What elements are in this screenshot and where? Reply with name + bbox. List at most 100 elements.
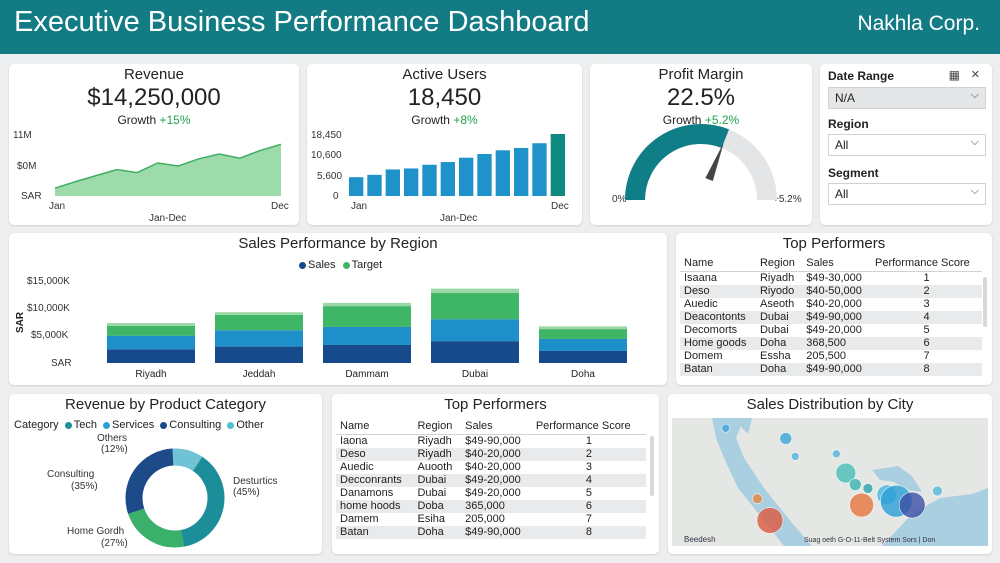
cell-name: Isaana	[684, 272, 718, 284]
active-users-bar	[514, 147, 529, 196]
table-row[interactable]: Decconrants Dubai $49-20,000 4	[336, 474, 646, 487]
chevron-down-icon: ⌵	[970, 185, 979, 197]
revenue-title: Revenue	[123, 66, 185, 83]
table-row[interactable]: Domem Essha 205,500 7	[680, 350, 982, 363]
col-name[interactable]: Name	[680, 255, 756, 272]
region-bar-segment	[539, 338, 627, 351]
col-region[interactable]: Region	[413, 418, 462, 435]
top-performers-title-2: Top Performers	[444, 396, 547, 413]
revenue-ytick-bottom: SAR	[21, 191, 42, 202]
city-bubble[interactable]	[752, 493, 763, 504]
cell-name: Damem	[340, 513, 379, 525]
scrollbar[interactable]	[650, 436, 654, 496]
region-bar-segment	[431, 288, 519, 294]
cell-sales: $49-20,000	[806, 324, 862, 336]
city-bubble[interactable]	[849, 492, 874, 518]
city-bubble[interactable]	[721, 423, 731, 433]
product-category-donut: Others (12%) Consulting (35%) Home Gordh…	[47, 433, 277, 549]
col-name[interactable]: Name	[336, 418, 414, 435]
cell-region: Dubai	[413, 474, 462, 487]
clear-filters-icon[interactable]: ✕	[970, 69, 980, 81]
cell-name: Home goods	[680, 337, 756, 350]
col-region[interactable]: Region	[755, 255, 803, 272]
region-select[interactable]: All ⌵	[828, 134, 986, 156]
table-row[interactable]: Deso Riyodo $40-50,000 2	[680, 285, 982, 298]
cell-score: 5	[923, 324, 930, 336]
col-sales[interactable]: Sales	[461, 418, 532, 435]
table-row[interactable]: Iaona Riyadh $49-90,000 1	[336, 435, 646, 449]
table-row[interactable]: Danamons Dubai $49-20,000 5	[336, 487, 646, 500]
cell-score: 2	[871, 285, 982, 298]
segment-select[interactable]: All ⌵	[828, 183, 986, 205]
cell-name: Auedic	[684, 298, 718, 310]
legend-target: Target	[351, 259, 383, 271]
revenue-card: Revenue $14,250,000 Growth +15% 11M $0M …	[9, 64, 299, 225]
table-row[interactable]: Auedic Auooth $40-20,000 3	[336, 461, 646, 474]
table-row[interactable]: Deacontonts Dubai $49-90,000 4	[680, 311, 982, 324]
city-bubble[interactable]	[790, 452, 800, 461]
city-bubble[interactable]	[848, 478, 862, 491]
sales-region-title: Sales Performance by Region	[238, 235, 438, 252]
sales-region-stacked-bars: SAR $15,000K $10,000K $5,000K SAR Riyadh…	[15, 276, 627, 380]
cell-region: Auooth	[417, 461, 453, 473]
active-users-bar	[404, 168, 419, 196]
table-row[interactable]: Deso Riyadh $40-20,000 2	[336, 448, 646, 461]
table-row[interactable]: Batan Doha $49-90,000 8	[336, 526, 646, 539]
legend-target-dot	[342, 261, 350, 269]
cell-score: 7	[923, 350, 930, 362]
city-bubble[interactable]	[898, 491, 926, 519]
cell-region: Esiha	[417, 513, 446, 525]
legend-tech-dot	[64, 421, 72, 429]
dashboard-header: Executive Business Performance Dashboard…	[0, 0, 1000, 54]
cell-sales: $49-90,000	[461, 526, 532, 539]
map-gulf-aqaba	[734, 418, 752, 434]
active-users-card: Active Users 18,450 Growth +8% 18,450 10…	[307, 64, 582, 225]
table-row[interactable]: Batan Doha $49-90,000 8	[680, 363, 982, 376]
col-sales[interactable]: Sales	[802, 255, 871, 272]
calendar-icon[interactable]: ▦	[948, 68, 960, 82]
legend-tech: Tech	[73, 419, 97, 431]
region-label: Dammam	[345, 369, 388, 380]
company-name: Nakhla Corp.	[857, 12, 980, 35]
cell-sales: $49-30,000	[806, 272, 862, 284]
active-users-xtick-start: Jan	[351, 201, 367, 212]
table-row[interactable]: Isaana Riyadh $49-30,000 1	[680, 272, 982, 286]
col-score[interactable]: Performance Score	[531, 418, 646, 435]
cell-sales: $49-90,000	[802, 311, 871, 324]
cell-name: Iaona	[340, 435, 368, 447]
cell-name: Deso	[336, 448, 414, 461]
cell-sales: 205,500	[806, 350, 847, 362]
cell-sales: $40-20,000	[806, 298, 862, 310]
table-row[interactable]: home hoods Doba 365,000 6	[336, 500, 646, 513]
cell-name: Domem	[684, 350, 723, 362]
city-bubble-map[interactable]: Beedesh Suag oeth G-O-11-Belt System Sors…	[672, 418, 988, 546]
table-row[interactable]: Decomorts Dubai $49-20,000 5	[680, 324, 982, 337]
legend-consulting-dot	[160, 421, 168, 429]
scrollbar[interactable]	[983, 277, 987, 327]
city-bubble[interactable]	[932, 485, 943, 497]
active-users-xlabel: Jan-Dec	[440, 213, 477, 224]
date-range-select[interactable]: N/A ⌵	[828, 87, 986, 109]
city-bubble[interactable]	[832, 449, 841, 459]
cell-score: 3	[585, 461, 592, 473]
table-row[interactable]: Auedic Aseoth $40-20,000 3	[680, 298, 982, 311]
date-range-label: Date Range	[828, 69, 895, 83]
cell-region: Dubai	[417, 487, 447, 499]
city-bubble[interactable]	[779, 432, 793, 445]
table-row[interactable]: Home goods Doha 368,500 6	[680, 337, 982, 350]
revenue-ytick-top: 11M	[13, 130, 32, 141]
city-bubble[interactable]	[862, 483, 874, 494]
top-performers-table-1: Name Region Sales Performance Score Isaa…	[680, 255, 982, 376]
cell-name: Decomorts	[684, 324, 738, 336]
table-row[interactable]: Damem Esiha 205,000 7	[336, 513, 646, 526]
legend-other: Other	[236, 419, 264, 431]
region-bar-segment	[107, 335, 195, 350]
city-bubble[interactable]	[835, 462, 857, 484]
legend-sales: Sales	[308, 259, 336, 271]
col-score[interactable]: Performance Score	[871, 255, 982, 272]
cell-sales: 205,000	[465, 513, 505, 525]
cell-sales: 365,000	[461, 500, 532, 513]
active-users-bar	[385, 169, 400, 196]
city-bubble[interactable]	[756, 507, 784, 534]
map-sea-gulf	[872, 466, 922, 492]
